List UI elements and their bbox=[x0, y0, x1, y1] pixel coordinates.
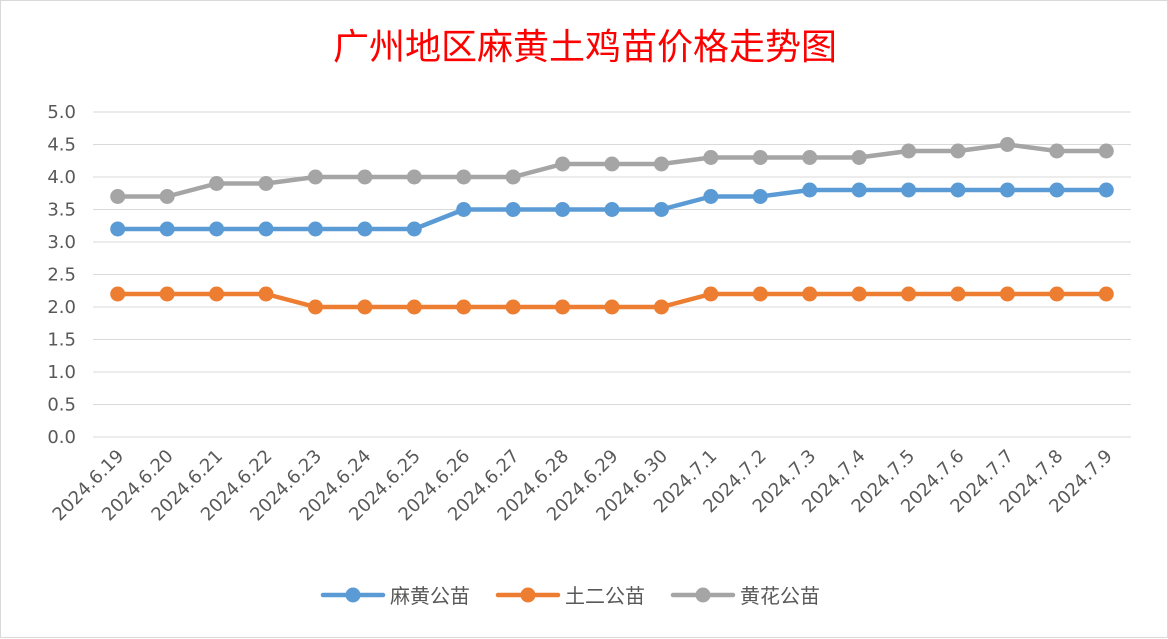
data-point bbox=[851, 286, 867, 302]
data-point bbox=[802, 182, 818, 198]
data-point bbox=[653, 299, 669, 315]
y-tick-label: 2.5 bbox=[47, 265, 76, 286]
data-point bbox=[357, 221, 373, 237]
data-point bbox=[950, 143, 966, 159]
series-3 bbox=[110, 137, 1114, 204]
legend-item: 麻黄公苗 bbox=[320, 584, 470, 608]
y-tick-label: 1.5 bbox=[47, 330, 76, 351]
y-tick-label: 3.5 bbox=[47, 200, 76, 221]
data-point bbox=[159, 189, 175, 204]
series-group bbox=[110, 137, 1114, 315]
legend-label: 麻黄公苗 bbox=[390, 584, 470, 608]
data-point bbox=[555, 202, 571, 217]
data-point bbox=[999, 182, 1015, 198]
y-tick-label: 5.0 bbox=[47, 102, 76, 123]
data-point bbox=[802, 286, 818, 302]
y-tick-label: 4.5 bbox=[47, 135, 76, 156]
y-tick-label: 0.5 bbox=[47, 395, 76, 416]
data-point bbox=[159, 221, 175, 237]
y-tick-label: 2.0 bbox=[47, 297, 76, 318]
data-point bbox=[110, 221, 126, 237]
data-point bbox=[999, 286, 1015, 302]
data-point bbox=[703, 286, 719, 302]
data-point bbox=[456, 202, 472, 217]
data-point bbox=[950, 286, 966, 302]
y-tick-label: 0.0 bbox=[47, 427, 76, 448]
data-point bbox=[209, 176, 225, 191]
data-point bbox=[258, 286, 274, 302]
data-point bbox=[653, 202, 669, 217]
data-point bbox=[209, 221, 225, 237]
legend-marker bbox=[345, 587, 361, 603]
data-point bbox=[1049, 286, 1065, 302]
y-tick-label: 3.0 bbox=[47, 232, 76, 253]
data-point bbox=[406, 169, 422, 185]
legend-label: 黄花公苗 bbox=[740, 584, 820, 608]
data-point bbox=[159, 286, 175, 302]
data-point bbox=[1049, 182, 1065, 198]
data-point bbox=[357, 169, 373, 185]
series-2 bbox=[110, 286, 1114, 315]
data-point bbox=[802, 150, 818, 165]
data-point bbox=[505, 169, 521, 185]
data-point bbox=[555, 156, 571, 172]
data-point bbox=[604, 299, 620, 315]
legend-label: 土二公苗 bbox=[565, 584, 645, 608]
data-point bbox=[505, 202, 521, 217]
data-point bbox=[851, 182, 867, 198]
data-point bbox=[999, 137, 1015, 152]
data-point bbox=[258, 221, 274, 237]
x-axis-ticks: 2024.6.192024.6.202024.6.212024.6.222024… bbox=[49, 446, 1117, 526]
legend-item: 土二公苗 bbox=[495, 584, 645, 608]
y-tick-label: 4.0 bbox=[47, 167, 76, 188]
y-tick-label: 1.0 bbox=[47, 362, 76, 383]
data-point bbox=[307, 299, 323, 315]
data-point bbox=[604, 202, 620, 217]
data-point bbox=[110, 286, 126, 302]
data-point bbox=[851, 150, 867, 165]
data-point bbox=[752, 189, 768, 204]
data-point bbox=[901, 286, 917, 302]
data-point bbox=[307, 221, 323, 237]
data-point bbox=[1098, 182, 1114, 198]
legend-marker bbox=[520, 587, 536, 603]
data-point bbox=[258, 176, 274, 191]
data-point bbox=[456, 169, 472, 185]
data-point bbox=[1098, 143, 1114, 159]
data-point bbox=[752, 286, 768, 302]
chart-title: 广州地区麻黄土鸡苗价格走势图 bbox=[333, 27, 837, 68]
data-point bbox=[110, 189, 126, 204]
data-point bbox=[456, 299, 472, 315]
data-point bbox=[307, 169, 323, 185]
data-point bbox=[406, 221, 422, 237]
data-point bbox=[1049, 143, 1065, 159]
data-point bbox=[703, 150, 719, 165]
data-point bbox=[703, 189, 719, 204]
data-point bbox=[901, 143, 917, 159]
data-point bbox=[555, 299, 571, 315]
data-point bbox=[209, 286, 225, 302]
legend-item: 黄花公苗 bbox=[670, 584, 820, 608]
data-point bbox=[406, 299, 422, 315]
data-point bbox=[653, 156, 669, 172]
series-1 bbox=[110, 182, 1114, 237]
legend-marker bbox=[695, 587, 711, 603]
data-point bbox=[505, 299, 521, 315]
data-point bbox=[357, 299, 373, 315]
data-point bbox=[752, 150, 768, 165]
data-point bbox=[950, 182, 966, 198]
data-point bbox=[1098, 286, 1114, 302]
data-point bbox=[604, 156, 620, 172]
y-axis-ticks: 0.0 0.5 1.0 1.5 2.0 2.5 3.0 3.5 4.0 4.5 5.0 bbox=[47, 102, 76, 448]
data-point bbox=[901, 182, 917, 198]
legend: 麻黄公苗 土二公苗 黄花公苗 bbox=[320, 584, 820, 608]
